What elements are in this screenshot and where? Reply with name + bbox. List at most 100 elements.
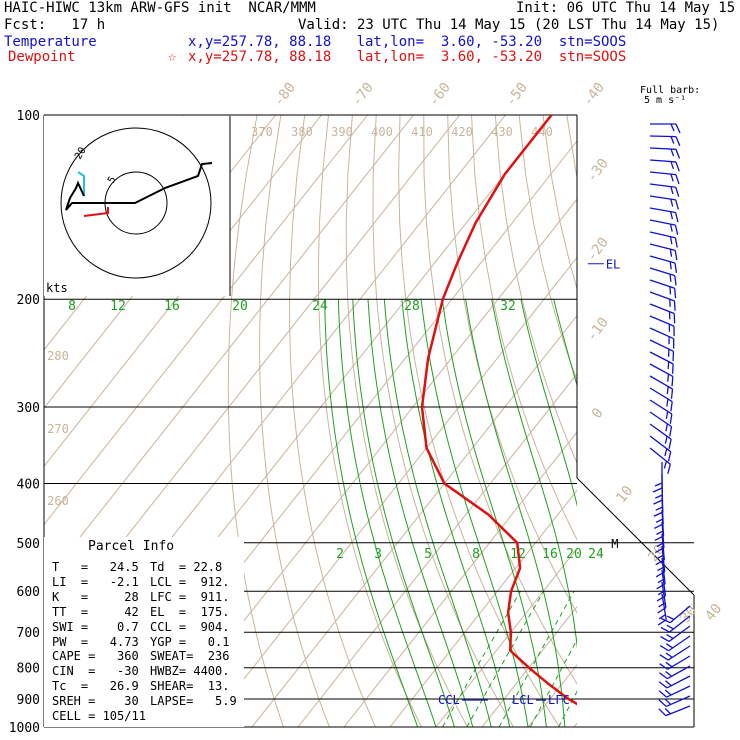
mixing-ratio-label: 3 xyxy=(374,547,382,562)
wind-barb xyxy=(659,665,691,680)
parcel-info-field: SWEAT= 236 xyxy=(150,649,230,664)
wind-barb-flag xyxy=(666,386,669,395)
barb-guide-line xyxy=(576,477,695,596)
hodograph-trace-low xyxy=(83,207,109,217)
isotherm-label: 0 xyxy=(589,405,607,421)
wind-barb-staff xyxy=(649,447,671,465)
dry-adiabat-line xyxy=(447,115,577,614)
wind-barb-flag xyxy=(668,311,671,320)
wind-barb-flag xyxy=(668,439,672,449)
wind-barb-staff xyxy=(649,399,673,415)
wind-barb-flag xyxy=(653,511,664,517)
isotherm-line xyxy=(481,605,577,727)
wind-barb xyxy=(649,315,675,336)
hodograph-ring-label: 20 xyxy=(73,146,89,162)
wind-barb-flag xyxy=(664,698,672,705)
wind-barb-flag xyxy=(660,626,670,633)
theta-label: 390 xyxy=(331,125,353,139)
parcel-info-field: LAPSE= 5.9 xyxy=(150,694,237,709)
isotherm-label: -80 xyxy=(271,80,299,110)
parcel-info-field: TT = 42 xyxy=(52,604,139,619)
hodograph-trace-upper xyxy=(65,162,213,211)
dry-adiabat-line xyxy=(518,115,577,383)
wind-barb-flag xyxy=(659,663,669,670)
wind-barb-staff xyxy=(649,327,674,340)
init-time: Init: 06 UTC Thu 14 May 15 xyxy=(516,0,736,16)
theta-label: 430 xyxy=(491,125,513,139)
theta-label: 280 xyxy=(47,349,69,363)
wind-barb-staff xyxy=(649,255,676,264)
wind-barb-staff xyxy=(649,207,676,214)
barb-note-unit: 5 m s⁻¹ xyxy=(644,95,687,106)
parcel-info-field: SREH = 30 xyxy=(52,694,139,709)
wind-barb-staff xyxy=(649,387,673,403)
wind-barb-flag xyxy=(674,250,678,261)
wind-barb xyxy=(658,675,691,689)
wind-barb-flag xyxy=(669,224,673,232)
wind-barb xyxy=(649,399,673,424)
parcel-info-field: Tc = 26.9 xyxy=(52,679,139,694)
wind-barb-flag xyxy=(669,286,672,295)
parcel-info-field: CCL = 904. xyxy=(150,619,230,634)
wind-barb-flag xyxy=(652,487,663,493)
parcel-info-field: CAPE = 360 xyxy=(52,649,139,664)
wind-barb xyxy=(660,625,691,642)
wind-barb xyxy=(649,411,673,437)
wind-barb-staff xyxy=(649,363,674,378)
parcel-info-field: Td = 22.8 xyxy=(150,560,223,574)
wind-barb xyxy=(660,615,691,633)
mixing-ratio-label: 5 xyxy=(424,547,432,562)
wind-barb-flag xyxy=(668,336,670,345)
isotherm-label: 10 xyxy=(613,483,636,506)
wind-barb-flag xyxy=(675,136,681,146)
dry-adiabat-line xyxy=(259,115,330,727)
wind-barb xyxy=(649,159,680,172)
hodograph-ring-label: 5 xyxy=(106,175,119,186)
pressure-tick-label: 1000 xyxy=(9,721,40,736)
parcel-info-field: LI = -2.1 xyxy=(52,574,139,589)
mixing-ratio-label: 24 xyxy=(312,299,328,314)
wind-barb-flag xyxy=(670,198,674,207)
wind-barb-flag xyxy=(653,499,663,505)
wind-barb xyxy=(649,147,681,159)
wind-barb-flag xyxy=(658,681,668,689)
wind-barb-flag xyxy=(664,707,671,715)
isotherm-line xyxy=(712,115,740,727)
wind-barb-flag xyxy=(673,300,676,311)
pressure-tick-label: 900 xyxy=(17,693,40,708)
wind-barb xyxy=(649,207,679,223)
wind-barb-flag xyxy=(655,494,663,499)
wind-barb-flag xyxy=(671,376,674,387)
wind-barb-flag xyxy=(665,643,674,649)
dry-adiabat-line xyxy=(372,115,514,727)
moist-adiabat-line xyxy=(383,299,492,727)
dry-adiabat-line xyxy=(662,115,740,727)
wind-barb-staff xyxy=(666,685,691,698)
pressure-tick-label: 500 xyxy=(17,537,40,552)
wind-barb-flag xyxy=(666,634,674,640)
wind-barb-flag xyxy=(675,149,681,159)
dry-adiabat-line xyxy=(710,115,740,727)
mixing-ratio-label: 8 xyxy=(472,547,480,562)
wind-barb-flag xyxy=(673,313,676,324)
wind-barb xyxy=(650,123,681,134)
isotherm-label: -70 xyxy=(349,80,377,110)
isotherm-line xyxy=(44,115,322,468)
wind-barb xyxy=(649,195,679,210)
hodograph-units: kts xyxy=(46,281,68,295)
dry-adiabat-line xyxy=(591,115,740,727)
wind-barb-flag xyxy=(659,672,668,680)
mixing-ratio-line xyxy=(466,590,544,727)
isotherm-line xyxy=(389,489,577,727)
theta-label: 370 xyxy=(251,125,273,139)
hodograph-outer-ring xyxy=(60,127,212,279)
wind-barb-flag xyxy=(666,624,674,630)
wind-barb-flag xyxy=(665,423,668,432)
wind-barb xyxy=(659,655,691,670)
pressure-tick-label: 400 xyxy=(17,477,40,492)
wind-barb xyxy=(658,695,691,708)
wind-barb-flag xyxy=(664,436,668,444)
wind-barb-flag xyxy=(674,275,677,286)
parcel-info-field: CELL = 105/11 xyxy=(52,709,146,723)
wind-barb xyxy=(649,363,674,387)
